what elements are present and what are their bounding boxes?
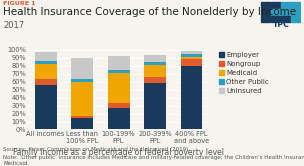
Bar bbox=[181, 59, 202, 66]
Bar bbox=[261, 2, 270, 8]
Text: Note: ‘Other public’ insurance includes Medicare and military-related coverage; : Note: ‘Other public’ insurance includes … bbox=[3, 155, 304, 166]
Bar bbox=[261, 16, 270, 22]
Bar bbox=[144, 77, 166, 83]
Bar bbox=[144, 62, 166, 65]
Bar bbox=[71, 79, 93, 83]
Bar bbox=[108, 108, 130, 129]
Bar bbox=[181, 57, 202, 59]
Bar bbox=[35, 79, 57, 85]
Bar bbox=[108, 103, 130, 108]
Bar bbox=[35, 85, 57, 129]
Bar bbox=[71, 83, 93, 116]
Text: FIGURE 1: FIGURE 1 bbox=[3, 1, 36, 6]
Bar bbox=[291, 2, 300, 8]
Bar bbox=[35, 64, 57, 79]
Bar bbox=[261, 9, 270, 15]
Bar bbox=[144, 83, 166, 129]
Bar bbox=[181, 54, 202, 57]
Bar bbox=[281, 9, 290, 15]
Text: 2017: 2017 bbox=[3, 21, 24, 30]
Legend: Employer, Nongroup, Medicaid, Other Public, Uninsured: Employer, Nongroup, Medicaid, Other Publ… bbox=[219, 52, 269, 94]
Bar bbox=[144, 65, 166, 77]
Bar bbox=[271, 2, 280, 8]
Bar bbox=[108, 73, 130, 103]
Bar bbox=[71, 116, 93, 118]
Bar bbox=[271, 9, 280, 15]
Bar bbox=[35, 52, 57, 61]
Bar bbox=[281, 2, 290, 8]
X-axis label: Family income as a percentage of federal poverty level: Family income as a percentage of federal… bbox=[13, 148, 224, 157]
Bar bbox=[181, 51, 202, 54]
Bar bbox=[291, 9, 300, 15]
Text: TPC: TPC bbox=[272, 20, 289, 29]
Bar bbox=[71, 118, 93, 129]
Text: Sources: Kaiser Commission on Medicaid and the Uninsured (2019).: Sources: Kaiser Commission on Medicaid a… bbox=[3, 147, 190, 152]
Bar bbox=[271, 16, 280, 22]
Text: Health Insurance Coverage of the Nonelderly by Income: Health Insurance Coverage of the Nonelde… bbox=[3, 7, 296, 17]
Bar bbox=[71, 58, 93, 79]
Bar bbox=[108, 56, 130, 70]
Bar bbox=[181, 66, 202, 129]
Bar bbox=[281, 16, 290, 22]
Bar bbox=[108, 70, 130, 73]
Bar bbox=[144, 55, 166, 62]
Bar bbox=[35, 61, 57, 64]
Bar bbox=[291, 16, 300, 22]
